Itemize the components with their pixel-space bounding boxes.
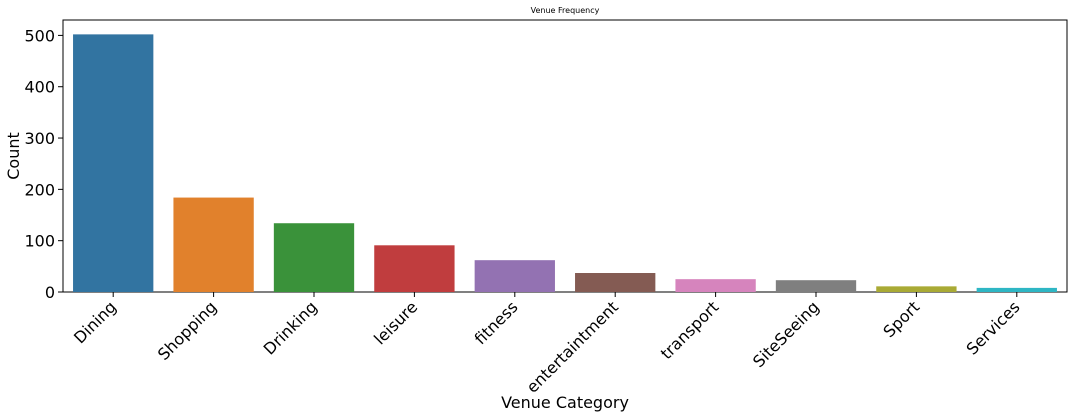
bar-dining	[73, 34, 154, 293]
bar-services	[976, 287, 1057, 292]
bar-shopping	[173, 197, 254, 292]
x-axis: Dining Shopping Drinking leisure fitness ente…	[70, 292, 1024, 397]
y-tick-label: 500	[24, 26, 55, 45]
x-tick-label: Shopping	[154, 297, 221, 364]
x-axis-label: Venue Category	[501, 393, 629, 412]
plot-frame	[62, 19, 1068, 293]
y-tick-label: 400	[24, 78, 55, 97]
x-tick-label: entertaintment	[523, 297, 622, 396]
y-tick-label: 300	[24, 129, 55, 148]
bar-fitness	[474, 260, 555, 292]
y-axis: 0 100 200 300 400 500	[24, 26, 63, 302]
bar-drinking	[273, 223, 355, 292]
bar-leisure	[374, 245, 455, 292]
bar-entertaintment	[575, 273, 656, 292]
x-tick-label: Dining	[70, 297, 120, 347]
y-tick-label: 0	[45, 283, 55, 302]
x-tick-label: fitness	[471, 297, 522, 348]
bar-siteseeing	[775, 280, 857, 292]
x-tick-label: Drinking	[260, 297, 321, 358]
x-tick-label: transport	[657, 297, 723, 363]
y-tick-label: 100	[24, 232, 55, 251]
bars-group	[73, 34, 1057, 293]
y-tick-label: 200	[24, 180, 55, 199]
y-axis-label: Count	[4, 132, 23, 180]
x-tick-label: leisure	[370, 297, 421, 348]
x-tick-label: SiteSeeing	[749, 297, 823, 371]
x-tick-label: Sport	[879, 297, 923, 341]
x-tick-label: Services	[962, 297, 1023, 358]
bar-transport	[675, 279, 756, 292]
bar-sport	[876, 286, 957, 292]
chart-title: Venue Frequency	[531, 6, 600, 15]
